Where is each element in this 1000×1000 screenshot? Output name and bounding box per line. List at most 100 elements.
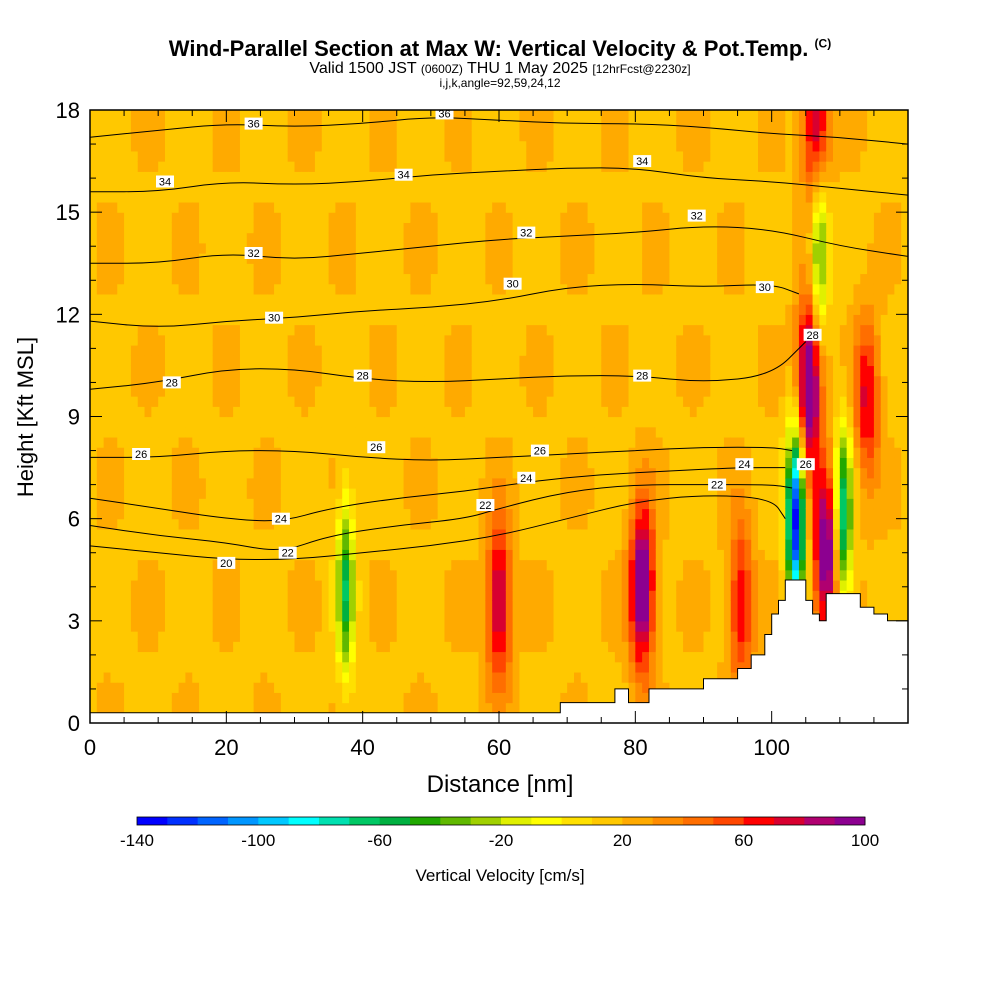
heatmap-cell [505, 600, 514, 612]
heatmap-cell [553, 304, 561, 315]
heatmap-cell [144, 590, 152, 601]
heatmap-cell [410, 201, 418, 213]
heatmap-cell [546, 600, 555, 612]
heatmap-cell [533, 161, 541, 172]
heatmap-cell [233, 150, 241, 162]
heatmap-cell [178, 283, 187, 295]
heatmap-cell [587, 161, 596, 172]
heatmap-cell [580, 120, 589, 132]
heatmap-cell [492, 212, 500, 223]
heatmap-cell [205, 375, 214, 387]
heatmap-cell [130, 692, 139, 704]
heatmap-cell [280, 324, 289, 336]
heatmap-cell [287, 569, 296, 581]
heatmap-cell [280, 641, 289, 653]
heatmap-cell [103, 579, 112, 591]
heatmap-cell [458, 631, 466, 642]
heatmap-cell [349, 375, 357, 387]
heatmap-cell [512, 631, 521, 642]
heatmap-cell [151, 620, 159, 632]
heatmap-cell [219, 467, 227, 479]
heatmap-cell [642, 569, 650, 581]
heatmap-cell [267, 447, 275, 458]
heatmap-cell [294, 508, 302, 520]
heatmap-cell [185, 671, 193, 683]
heatmap-cell [403, 406, 411, 418]
heatmap-cell [355, 263, 364, 275]
heatmap-cell [164, 447, 173, 458]
heatmap-cell [117, 355, 125, 367]
heatmap-cell [580, 467, 589, 479]
heatmap-cell [199, 692, 207, 704]
heatmap-cell [239, 222, 248, 234]
heatmap-cell [648, 671, 657, 683]
heatmap-cell [117, 457, 125, 469]
heatmap-cell [103, 518, 112, 530]
heatmap-cell [280, 559, 289, 571]
heatmap-cell [199, 283, 207, 295]
heatmap-cell [471, 692, 480, 704]
heatmap-cell [294, 150, 302, 162]
heatmap-cell [301, 396, 309, 407]
heatmap-cell [471, 498, 480, 510]
heatmap-cell [124, 416, 132, 428]
heatmap-cell [471, 344, 480, 356]
heatmap-cell [519, 416, 527, 428]
heatmap-cell [458, 569, 466, 581]
heatmap-cell [648, 365, 657, 377]
heatmap-cell [505, 590, 514, 601]
heatmap-cell [608, 539, 616, 550]
heatmap-cell [601, 590, 609, 601]
heatmap-cell [451, 171, 459, 183]
heatmap-cell [96, 375, 105, 387]
heatmap-cell [355, 253, 364, 264]
heatmap-cell [90, 539, 98, 550]
heatmap-cell [648, 191, 657, 203]
heatmap-cell [539, 150, 548, 162]
heatmap-cell [608, 671, 616, 683]
heatmap-cell [212, 344, 221, 356]
heatmap-cell [526, 600, 534, 612]
heatmap-cell [267, 692, 275, 704]
heatmap-cell [137, 161, 146, 172]
heatmap-cell [103, 171, 112, 183]
heatmap-cell [342, 579, 350, 591]
heatmap-cell [621, 416, 630, 428]
heatmap-cell [635, 436, 643, 448]
heatmap-cell [546, 702, 555, 714]
heatmap-cell [199, 293, 207, 305]
heatmap-cell [417, 191, 425, 203]
heatmap-cell [335, 355, 343, 367]
heatmap-cell [614, 110, 623, 121]
heatmap-cell [424, 253, 432, 264]
heatmap-cell [499, 692, 507, 704]
heatmap-cell [308, 161, 316, 172]
heatmap-cell [389, 467, 398, 479]
heatmap-cell [648, 498, 657, 510]
heatmap-cell [226, 498, 234, 510]
chart-subtitle: Valid 1500 JST (0600Z) THU 1 May 2025 [1… [0, 60, 1000, 78]
heatmap-cell [573, 671, 582, 683]
heatmap-cell [533, 273, 541, 285]
heatmap-cell [499, 620, 507, 632]
heatmap-cell [519, 671, 527, 683]
heatmap-cell [621, 120, 630, 132]
heatmap-cell [260, 191, 268, 203]
heatmap-cell [533, 396, 541, 407]
heatmap-cell [137, 579, 146, 591]
heatmap-cell [294, 549, 302, 561]
heatmap-cell [383, 641, 391, 653]
heatmap-cell [158, 692, 166, 704]
heatmap-cell [164, 385, 173, 397]
heatmap-cell [567, 569, 575, 581]
heatmap-cell [151, 385, 159, 397]
heatmap-cell [301, 600, 309, 612]
heatmap-cell [301, 263, 309, 275]
heatmap-cell [587, 201, 596, 213]
heatmap-cell [512, 702, 521, 714]
heatmap-cell [458, 150, 466, 162]
heatmap-cell [533, 263, 541, 275]
heatmap-cell [171, 263, 180, 275]
heatmap-cell [594, 263, 602, 275]
heatmap-cell [635, 273, 643, 285]
